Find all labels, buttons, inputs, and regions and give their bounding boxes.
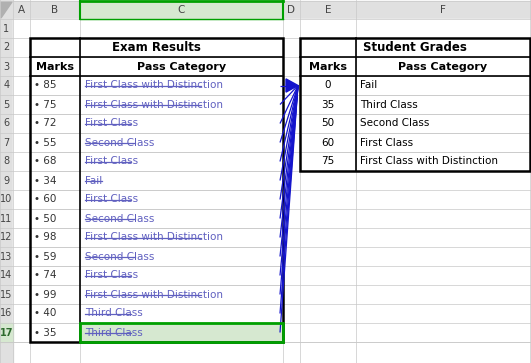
Text: Pass Category: Pass Category xyxy=(398,61,487,72)
Text: • 50: • 50 xyxy=(34,213,56,224)
Text: Third Class: Third Class xyxy=(85,309,143,318)
Text: First Class: First Class xyxy=(85,156,138,167)
Text: • 55: • 55 xyxy=(34,138,56,147)
Text: Marks: Marks xyxy=(309,61,347,72)
Text: 12: 12 xyxy=(1,232,13,242)
Text: 10: 10 xyxy=(1,195,13,204)
Text: Student Grades: Student Grades xyxy=(363,41,467,54)
Text: 2: 2 xyxy=(3,42,10,53)
Text: 16: 16 xyxy=(1,309,13,318)
Text: 8: 8 xyxy=(3,156,10,167)
Text: 15: 15 xyxy=(1,290,13,299)
Text: • 98: • 98 xyxy=(34,232,56,242)
Text: • 40: • 40 xyxy=(34,309,56,318)
Text: 6: 6 xyxy=(3,118,10,129)
Text: • 34: • 34 xyxy=(34,175,56,185)
Text: First Class: First Class xyxy=(85,118,138,129)
Text: Fail: Fail xyxy=(85,175,102,185)
Text: First Class: First Class xyxy=(360,138,413,147)
Text: First Class with Distinction: First Class with Distinction xyxy=(85,81,223,90)
Text: • 85: • 85 xyxy=(34,81,56,90)
Text: 17: 17 xyxy=(0,327,13,338)
Bar xyxy=(0,0,13,363)
Bar xyxy=(80,323,283,342)
Text: First Class with Distinction: First Class with Distinction xyxy=(85,99,223,110)
Text: 50: 50 xyxy=(321,118,335,129)
Text: Marks: Marks xyxy=(36,61,74,72)
Text: 11: 11 xyxy=(1,213,13,224)
Text: Fail: Fail xyxy=(360,81,377,90)
Text: 35: 35 xyxy=(321,99,335,110)
Text: F: F xyxy=(440,5,446,15)
Bar xyxy=(0,323,13,342)
Text: First Class with Distinction: First Class with Distinction xyxy=(85,290,223,299)
Text: 14: 14 xyxy=(1,270,13,281)
Text: 5: 5 xyxy=(3,99,10,110)
Polygon shape xyxy=(1,2,12,18)
Text: • 75: • 75 xyxy=(34,99,56,110)
Text: 9: 9 xyxy=(3,175,10,185)
Text: 0: 0 xyxy=(325,81,331,90)
Text: A: A xyxy=(18,5,25,15)
Text: Second Class: Second Class xyxy=(85,213,155,224)
Text: 7: 7 xyxy=(3,138,10,147)
Text: Pass Category: Pass Category xyxy=(137,61,226,72)
Text: Second Class: Second Class xyxy=(85,252,155,261)
Text: Second Class: Second Class xyxy=(85,138,155,147)
Text: • 74: • 74 xyxy=(34,270,56,281)
Text: • 72: • 72 xyxy=(34,118,56,129)
Bar xyxy=(80,323,283,342)
Text: 75: 75 xyxy=(321,156,335,167)
Text: First Class with Distinction: First Class with Distinction xyxy=(360,156,498,167)
Bar xyxy=(0,1,531,19)
Bar xyxy=(13,19,530,342)
Text: Third Class: Third Class xyxy=(360,99,418,110)
Text: First Class: First Class xyxy=(85,195,138,204)
Text: 4: 4 xyxy=(3,81,10,90)
Text: • 68: • 68 xyxy=(34,156,56,167)
Text: 60: 60 xyxy=(321,138,335,147)
Bar xyxy=(30,38,283,342)
Text: • 59: • 59 xyxy=(34,252,56,261)
Bar xyxy=(80,1,283,19)
Text: B: B xyxy=(52,5,58,15)
Text: D: D xyxy=(287,5,295,15)
Text: C: C xyxy=(178,5,185,15)
Polygon shape xyxy=(286,79,298,92)
Text: Third Class: Third Class xyxy=(85,327,143,338)
Text: 13: 13 xyxy=(1,252,13,261)
Text: First Class: First Class xyxy=(85,270,138,281)
Text: • 60: • 60 xyxy=(34,195,56,204)
Text: • 99: • 99 xyxy=(34,290,56,299)
Text: Exam Results: Exam Results xyxy=(112,41,201,54)
Text: 3: 3 xyxy=(3,61,10,72)
Text: • 35: • 35 xyxy=(34,327,56,338)
Text: Second Class: Second Class xyxy=(360,118,430,129)
Text: 1: 1 xyxy=(3,24,10,33)
Bar xyxy=(300,38,530,171)
Text: First Class with Distinction: First Class with Distinction xyxy=(85,232,223,242)
Text: E: E xyxy=(325,5,331,15)
